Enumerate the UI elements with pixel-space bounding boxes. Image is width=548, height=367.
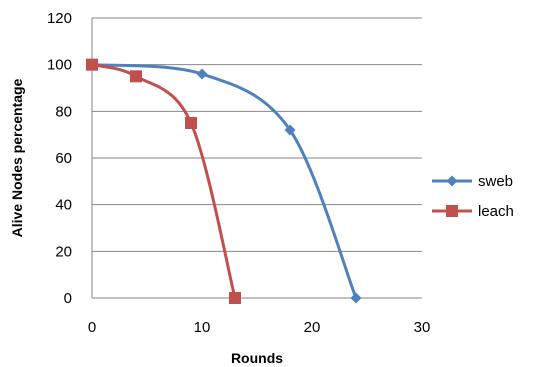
data-point-leach	[229, 292, 241, 304]
y-tick-label: 120	[47, 10, 72, 27]
data-point-sweb	[196, 68, 208, 80]
legend-marker-leach	[446, 205, 458, 217]
y-axis-title: Alive Nodes percentage	[9, 78, 25, 237]
y-tick-label: 80	[55, 103, 72, 120]
x-tick-label: 0	[88, 319, 96, 336]
y-tick-label: 20	[55, 243, 72, 260]
y-tick-label: 0	[64, 290, 72, 307]
data-point-sweb	[284, 124, 296, 136]
legend-marker-sweb	[446, 175, 458, 187]
grid-lines	[92, 17, 422, 252]
x-tick-label: 20	[304, 319, 321, 336]
series-line-sweb	[91, 63, 358, 299]
legend-entry-leach: leach	[432, 203, 514, 220]
legend-label-leach: leach	[478, 203, 514, 220]
y-tick-label: 40	[55, 197, 72, 214]
series-leach	[86, 58, 241, 304]
series-group	[86, 58, 362, 304]
x-tick-label: 10	[194, 319, 211, 336]
y-tick-labels: 0 20 40 60 80 100 120	[47, 10, 72, 307]
legend-label-sweb: sweb	[478, 173, 513, 190]
legend-entry-sweb: sweb	[432, 173, 513, 190]
data-point-sweb	[350, 292, 362, 304]
series-line-leach	[91, 63, 237, 299]
series-sweb	[86, 59, 362, 304]
x-tick-labels: 0 10 20 30	[88, 319, 431, 336]
data-point-leach	[86, 58, 98, 71]
x-tick-label: 30	[414, 319, 431, 336]
data-point-leach	[185, 117, 197, 129]
legend: sweb leach	[432, 173, 514, 220]
y-tick-label: 100	[47, 57, 72, 74]
x-axis-title: Rounds	[231, 350, 283, 366]
data-point-leach	[130, 70, 142, 83]
y-tick-label: 60	[55, 150, 72, 167]
